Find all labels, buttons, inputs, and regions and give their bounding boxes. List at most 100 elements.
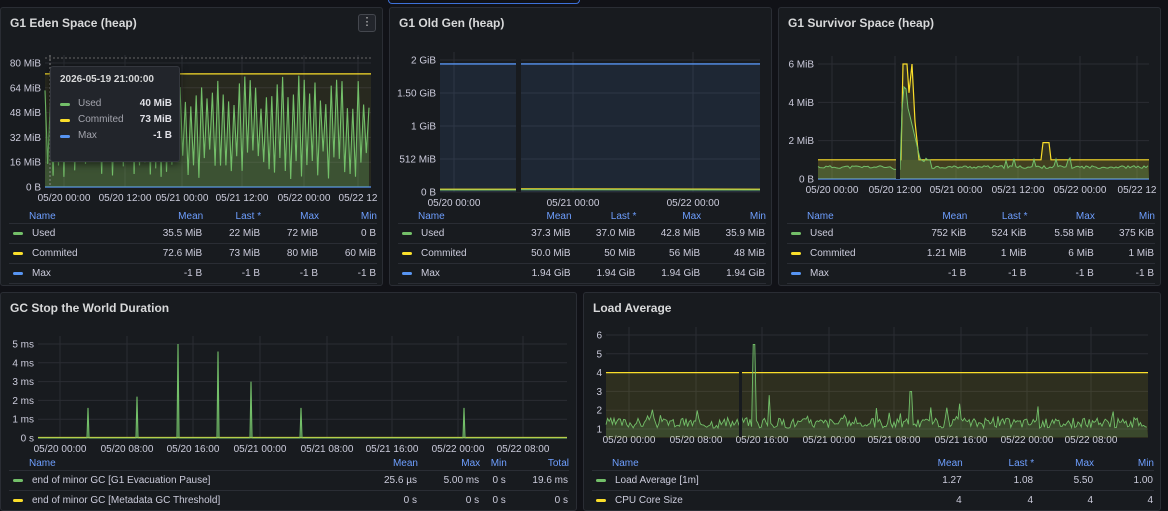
legend-series-name[interactable]: Used: [787, 223, 900, 244]
tooltip-label: Commited: [78, 114, 124, 125]
commited-series-line: [818, 63, 1149, 161]
legend-value: 37.3 MiB: [506, 223, 572, 244]
tooltip-label: Max: [78, 130, 97, 141]
legend-swatch: [13, 271, 23, 275]
panel-title: G1 Eden Space (heap): [10, 16, 137, 30]
legend-header-cell[interactable]: Mean: [360, 456, 418, 471]
legend-row[interactable]: Max -1 B -1 B -1 B -1 B: [787, 263, 1155, 284]
legend-series-name[interactable]: Commited: [9, 243, 131, 264]
legend-header-cell[interactable]: Name: [398, 209, 507, 224]
legend-header-cell[interactable]: Min: [480, 456, 507, 471]
panel-load-average: Load Average 6 5 4 3 2 1 05/20 00:00 05/20 08:0…: [583, 292, 1161, 511]
legend-series-name[interactable]: Commited: [787, 243, 900, 264]
y-tick-label: 4 ms: [12, 358, 34, 369]
legend-value: 0 s: [360, 490, 418, 510]
legend-swatch: [596, 498, 606, 502]
legend-series-name[interactable]: CPU Core Size: [592, 490, 893, 510]
legend-header-cell[interactable]: Max: [417, 456, 481, 471]
y-tick-label: 512 MiB: [399, 155, 436, 166]
legend-value: 4: [1094, 490, 1154, 510]
legend-series-label: end of minor GC [G1 Evacuation Pause]: [32, 475, 211, 486]
y-tick-label: 2 ms: [12, 396, 34, 407]
legend-series-name[interactable]: Load Average [1m]: [592, 470, 893, 491]
top-bar: [0, 0, 1168, 6]
legend-value: -1 B: [203, 263, 262, 284]
legend-header-cell[interactable]: Total: [506, 456, 569, 471]
legend-value: 4: [962, 490, 1035, 510]
legend-header-cell[interactable]: Max: [261, 209, 320, 224]
legend-header-cell[interactable]: Name: [9, 209, 131, 224]
x-tick-label: 05/20 12:00: [869, 185, 922, 196]
gc-legend: Name Mean Max Min Total end of minor GC [G1 E…: [9, 456, 569, 510]
legend-value: 0 s: [480, 470, 507, 491]
legend-series-name[interactable]: Max: [9, 263, 131, 284]
legend-value: 0 B: [319, 223, 377, 244]
legend-header-cell[interactable]: Mean: [892, 456, 963, 471]
legend-header-cell[interactable]: Name: [592, 456, 893, 471]
x-tick-label: 05/20 16:00: [167, 444, 220, 455]
legend-header-cell[interactable]: Last *: [962, 456, 1035, 471]
legend-header-cell[interactable]: Name: [787, 209, 900, 224]
x-tick-label: 05/22 08:00: [497, 444, 550, 455]
legend-row[interactable]: Used 37.3 MiB 37.0 MiB 42.8 MiB 35.9 MiB: [398, 223, 766, 244]
legend-header-cell[interactable]: Min: [319, 209, 377, 224]
panel-title: Load Average: [593, 301, 672, 315]
data-gap: [896, 58, 900, 179]
legend-header-cell[interactable]: Mean: [130, 209, 204, 224]
legend-row[interactable]: Max 1.94 GiB 1.94 GiB 1.94 GiB 1.94 GiB: [398, 263, 766, 284]
oldgen-legend: Name Mean Last * Max Min Used 37.3 MiB 37.0 MiB…: [398, 209, 766, 284]
legend-header-cell[interactable]: Last *: [203, 209, 262, 224]
y-tick-label: 6 MiB: [788, 60, 814, 71]
legend-value: -1 B: [130, 263, 204, 284]
legend-value: -1 B: [967, 263, 1028, 284]
legend-series-name[interactable]: Max: [787, 263, 900, 284]
legend-value: -1 B: [261, 263, 320, 284]
legend-header-cell[interactable]: Max: [636, 209, 702, 224]
legend-header-cell[interactable]: Name: [9, 456, 361, 471]
legend-row[interactable]: end of minor GC [Metadata GC Threshold] 0…: [9, 490, 569, 510]
legend-row[interactable]: Commited 50.0 MiB 50 MiB 56 MiB 48 MiB: [398, 243, 766, 264]
legend-value: 5.00 ms: [417, 470, 481, 491]
legend-value: 1 MiB: [967, 243, 1028, 264]
legend-row[interactable]: CPU Core Size 4 4 4 4: [592, 490, 1154, 510]
legend-row[interactable]: Used 752 KiB 524 KiB 5.58 MiB 375 KiB: [787, 223, 1155, 244]
x-tick-label: 05/20 00:00: [603, 435, 656, 446]
legend-value: -1 B: [1027, 263, 1095, 284]
legend-series-name[interactable]: Used: [398, 223, 507, 244]
legend-row[interactable]: end of minor GC [G1 Evacuation Pause] 25.…: [9, 470, 569, 491]
y-tick-label: 1: [596, 425, 602, 436]
legend-row[interactable]: Used 35.5 MiB 22 MiB 72 MiB 0 B: [9, 223, 377, 244]
survivor-legend: Name Mean Last * Max Min Used 752 KiB 524 KiB 5.…: [787, 209, 1155, 284]
y-tick-label: 0 s: [21, 434, 34, 445]
legend-header-cell[interactable]: Max: [1027, 209, 1095, 224]
legend-header-cell[interactable]: Min: [1094, 209, 1155, 224]
gc-chart: 5 ms 4 ms 3 ms 2 ms 1 ms 0 s05/20 00:00 05/20 …: [12, 336, 567, 455]
legend-value: 1.08: [962, 470, 1035, 491]
legend-header-cell[interactable]: Max: [1034, 456, 1095, 471]
legend-value: 752 KiB: [900, 223, 968, 244]
legend-header-cell[interactable]: Last *: [571, 209, 637, 224]
x-tick-label: 05/21 08:00: [301, 444, 354, 455]
legend-header-cell[interactable]: Mean: [900, 209, 968, 224]
legend-header-cell[interactable]: Mean: [506, 209, 572, 224]
x-tick-label: 05/22 08:00: [1065, 435, 1118, 446]
legend-series-name[interactable]: Used: [9, 223, 131, 244]
legend-header-cell[interactable]: Last *: [967, 209, 1028, 224]
legend-header-cell[interactable]: Min: [701, 209, 766, 224]
y-tick-label: 48 MiB: [10, 108, 41, 119]
legend-series-name[interactable]: end of minor GC [Metadata GC Threshold]: [9, 490, 361, 510]
legend-value: 72 MiB: [261, 223, 320, 244]
legend-series-name[interactable]: end of minor GC [G1 Evacuation Pause]: [9, 470, 361, 491]
legend-series-name[interactable]: Commited: [398, 243, 507, 264]
legend-header-cell[interactable]: Min: [1094, 456, 1154, 471]
legend-row[interactable]: Commited 1.21 MiB 1 MiB 6 MiB 1 MiB: [787, 243, 1155, 264]
legend-series-label: Max: [421, 268, 440, 279]
evacuation-pause-series-line: [38, 343, 567, 439]
legend-row[interactable]: Load Average [1m] 1.27 1.08 5.50 1.00: [592, 470, 1154, 491]
legend-series-name[interactable]: Max: [398, 263, 507, 284]
panel-menu-icon[interactable]: ⋮: [358, 14, 376, 32]
legend-row[interactable]: Commited 72.6 MiB 73 MiB 80 MiB 60 MiB: [9, 243, 377, 264]
legend-row[interactable]: Max -1 B -1 B -1 B -1 B: [9, 263, 377, 284]
panel-title: G1 Old Gen (heap): [399, 16, 505, 30]
legend-series-label: Used: [810, 228, 834, 239]
